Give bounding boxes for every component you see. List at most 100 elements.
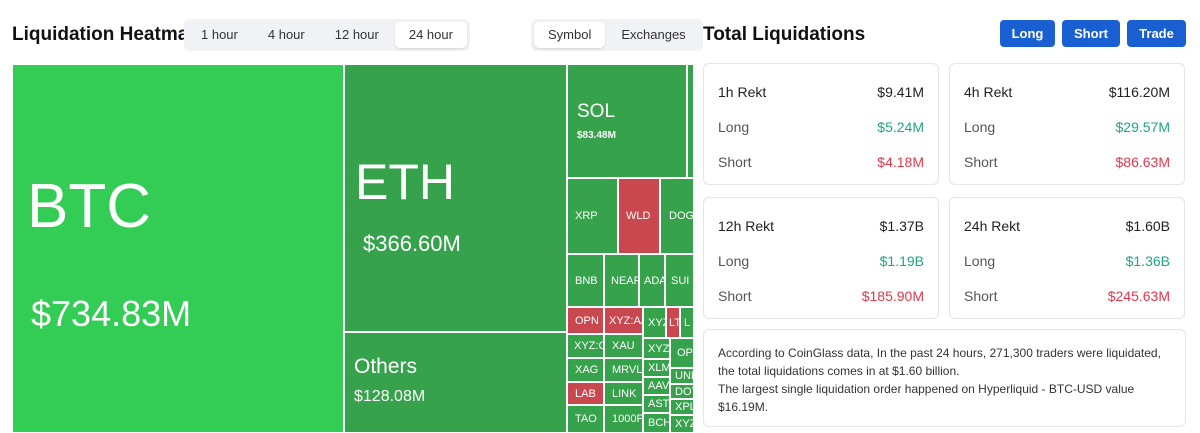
tile-lab-name: LAB	[575, 387, 596, 400]
tile-xyz-2[interactable]: XYZ	[670, 415, 694, 433]
tile-1000pepe-name: 1000PEPE	[612, 413, 642, 425]
card-12h-rekt: 12h Rekt $1.37B Long $1.19B Short $185.9…	[703, 197, 939, 319]
card-1h-long-value: $5.24M	[877, 119, 924, 135]
tile-tao[interactable]: TAO	[567, 405, 604, 433]
tile-dot-name: DOT	[675, 385, 693, 398]
card-4h-short-label: Short	[964, 154, 998, 170]
card-12h-short-value: $185.90M	[861, 288, 924, 304]
long-button[interactable]: Long	[1000, 20, 1055, 47]
tile-xpl[interactable]: XPL	[670, 399, 694, 415]
card-24h-short-label: Short	[964, 288, 998, 304]
time-range-selector: 1 hour 4 hour 12 hour 24 hour	[184, 19, 470, 51]
tile-aave-name: AAVE	[648, 380, 670, 392]
tile-near[interactable]: NEAR	[604, 254, 639, 307]
tile-doge[interactable]: DOGE	[660, 178, 694, 254]
tile-aave[interactable]: AAVE	[643, 377, 670, 395]
tile-mini[interactable]	[687, 64, 694, 178]
tile-uni[interactable]: UNI	[670, 368, 694, 384]
tile-sol-name: SOL	[577, 101, 616, 122]
tile-xyz[interactable]: XYZ	[643, 307, 666, 338]
tile-xyz-2-name: XYZ	[675, 418, 693, 430]
tile-lab[interactable]: LAB	[567, 382, 604, 405]
card-4h-long-label: Long	[964, 119, 996, 135]
tile-l[interactable]: L	[680, 307, 694, 338]
tile-ada-name: ADA	[644, 274, 665, 287]
tile-mrvl-name: MRVL	[612, 364, 643, 376]
tile-wld-name: WLD	[626, 210, 651, 222]
tile-xyz-aapl-name: XYZ:AAPL	[609, 314, 642, 327]
short-button[interactable]: Short	[1062, 20, 1120, 47]
trade-button[interactable]: Trade	[1127, 20, 1186, 47]
tile-others[interactable]: Others $128.08M	[344, 332, 567, 433]
tile-uni-name: UNI	[675, 370, 694, 382]
tile-xyz-tsla[interactable]: XYZ:TSLA	[643, 338, 670, 359]
tile-sui[interactable]: SUI	[665, 254, 694, 307]
tile-near-name: NEAR	[611, 274, 639, 287]
tile-dot[interactable]: DOT	[670, 384, 694, 399]
tab-24-hour[interactable]: 24 hour	[394, 22, 467, 48]
card-12h-total: $1.37B	[879, 218, 924, 234]
tile-doge-name: DOGE	[669, 210, 694, 222]
tile-l-name: L	[684, 316, 691, 329]
tile-xag-name: XAG	[575, 364, 599, 376]
card-4h-short-value: $86.63M	[1115, 154, 1170, 170]
card-12h-label: 12h Rekt	[718, 218, 775, 234]
tile-opn[interactable]: OPN	[567, 307, 604, 334]
tile-xyz-aapl[interactable]: XYZ:AAPL	[604, 307, 643, 334]
tile-xpl-name: XPL	[675, 401, 694, 413]
tab-symbol[interactable]: Symbol	[534, 22, 606, 48]
tile-aster-name: ASTER	[648, 398, 670, 410]
tile-aster[interactable]: ASTER	[643, 395, 670, 413]
tile-xyz-tsla-name: XYZ:TSLA	[648, 342, 670, 355]
summary-line-1: According to CoinGlass data, In the past…	[718, 346, 1161, 378]
card-1h-short-label: Short	[718, 154, 752, 170]
tile-eth[interactable]: ETH $366.60M	[344, 64, 567, 332]
tile-ada[interactable]: ADA	[639, 254, 665, 307]
tile-xlm-name: XLM	[648, 362, 670, 374]
tile-bnb[interactable]: BNB	[567, 254, 604, 307]
tab-12-hour[interactable]: 12 hour	[334, 27, 379, 42]
group-mode-selector: Symbol Exchanges	[531, 19, 703, 51]
card-24h-rekt: 24h Rekt $1.60B Long $1.36B Short $245.6…	[949, 197, 1185, 319]
tile-op-name: OP	[677, 347, 693, 359]
total-liquidations-title: Total Liquidations	[703, 24, 866, 45]
tile-btc-name: BTC	[27, 172, 151, 241]
card-1h-total: $9.41M	[877, 84, 924, 100]
tile-1000pepe[interactable]: 1000PEPE	[604, 405, 643, 433]
liquidation-summary-note: According to CoinGlass data, In the past…	[703, 329, 1186, 427]
tile-link-name: LINK	[612, 387, 637, 400]
card-12h-long-label: Long	[718, 253, 750, 269]
tile-btc-value: $734.83M	[31, 293, 192, 334]
card-24h-total: $1.60B	[1125, 218, 1170, 234]
tile-xag[interactable]: XAG	[567, 358, 604, 382]
tile-xyz-gold[interactable]: XYZ:GOLD	[567, 334, 604, 358]
tile-xrp-name: XRP	[575, 210, 598, 222]
tile-mrvl[interactable]: MRVL	[604, 358, 643, 382]
tile-opn-name: OPN	[575, 314, 599, 327]
tile-xyz-name: XYZ	[648, 316, 665, 329]
tile-bch-name: BCH	[648, 417, 670, 429]
tile-link[interactable]: LINK	[604, 382, 643, 405]
card-1h-short-value: $4.18M	[877, 154, 924, 170]
tab-exchanges[interactable]: Exchanges	[621, 27, 686, 42]
tab-1-hour[interactable]: 1 hour	[201, 27, 238, 42]
tile-xrp[interactable]: XRP	[567, 178, 618, 254]
tile-xlm[interactable]: XLM	[643, 359, 670, 377]
card-1h-rekt: 1h Rekt $9.41M Long $5.24M Short $4.18M	[703, 63, 939, 185]
tile-ltc[interactable]: LTC	[666, 307, 680, 338]
tile-wld[interactable]: WLD	[618, 178, 660, 254]
card-4h-long-value: $29.57M	[1115, 119, 1170, 135]
tile-sol-value: $83.48M	[577, 130, 616, 141]
summary-line-2: The largest single liquidation order hap…	[718, 382, 1135, 414]
card-12h-short-label: Short	[718, 288, 752, 304]
tile-op[interactable]: OP	[670, 338, 694, 368]
tile-bnb-name: BNB	[575, 274, 598, 287]
tile-sol[interactable]: SOL $83.48M	[567, 64, 687, 178]
liquidation-treemap: BTC $734.83M ETH $366.60M Others $128.08…	[12, 64, 694, 433]
tile-xau[interactable]: XAU	[604, 334, 643, 358]
tile-bch[interactable]: BCH	[643, 413, 670, 433]
tab-4-hour[interactable]: 4 hour	[267, 27, 305, 42]
card-12h-long-value: $1.19B	[879, 253, 924, 269]
tile-btc[interactable]: BTC $734.83M	[12, 64, 344, 433]
tile-others-value: $128.08M	[354, 388, 426, 405]
